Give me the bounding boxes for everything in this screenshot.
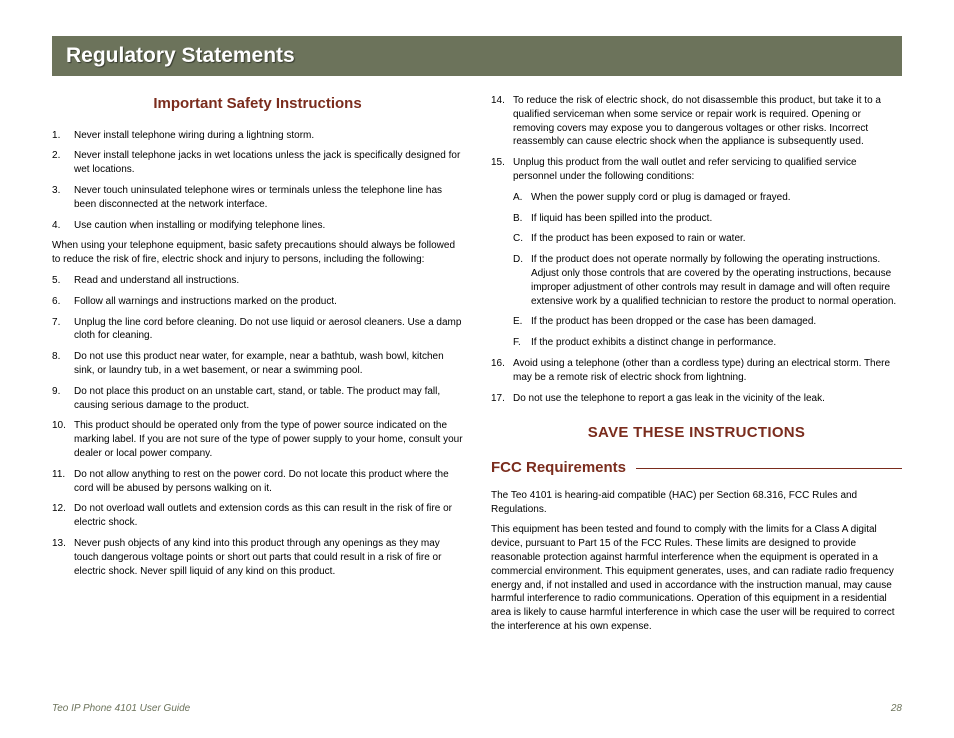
sub-list-item: When the power supply cord or plug is da…	[513, 191, 902, 205]
document-page: Regulatory Statements Important Safety I…	[0, 0, 954, 738]
list-item: Do not use the telephone to report a gas…	[491, 392, 902, 406]
fcc-heading-text: FCC Requirements	[491, 458, 626, 479]
banner-title: Regulatory Statements	[66, 44, 888, 68]
list-item: Unplug the line cord before cleaning. Do…	[52, 316, 463, 344]
sub-list-item: If the product has been dropped or the c…	[513, 315, 902, 329]
list-item: Never install telephone wiring during a …	[52, 129, 463, 143]
mid-paragraph: When using your telephone equipment, bas…	[52, 239, 463, 267]
fcc-para-2: This equipment has been tested and found…	[491, 523, 902, 633]
list-item: To reduce the risk of electric shock, do…	[491, 94, 902, 149]
list-item: Do not use this product near water, for …	[52, 350, 463, 378]
footer-page-number: 28	[891, 703, 902, 714]
fcc-heading: FCC Requirements	[491, 458, 902, 479]
list-item: Do not overload wall outlets and extensi…	[52, 502, 463, 530]
list-item: Avoid using a telephone (other than a co…	[491, 357, 902, 385]
sub-list-item: If liquid has been spilled into the prod…	[513, 212, 902, 226]
list-item-text: Unplug this product from the wall outlet…	[513, 157, 857, 182]
list-item: Never push objects of any kind into this…	[52, 537, 463, 578]
left-column: Important Safety Instructions Never inst…	[52, 94, 463, 693]
sub-list-item: If the product does not operate normally…	[513, 253, 902, 308]
list-item: This product should be operated only fro…	[52, 419, 463, 460]
safety-heading: Important Safety Instructions	[52, 94, 463, 115]
safety-list-1-4: Never install telephone wiring during a …	[52, 129, 463, 233]
footer-left: Teo IP Phone 4101 User Guide	[52, 703, 190, 714]
list-item: Read and understand all instructions.	[52, 274, 463, 288]
fcc-para-1: The Teo 4101 is hearing-aid compatible (…	[491, 489, 902, 517]
list-item-text: Avoid using a telephone (other than a co…	[513, 358, 890, 383]
list-item: Do not allow anything to rest on the pow…	[52, 468, 463, 496]
list-item: Never install telephone jacks in wet loc…	[52, 149, 463, 177]
save-heading: SAVE THESE INSTRUCTIONS	[491, 423, 902, 444]
list-item-text: Do not use the telephone to report a gas…	[513, 393, 825, 404]
sub-list-item: If the product exhibits a distinct chang…	[513, 336, 902, 350]
sub-list: When the power supply cord or plug is da…	[513, 191, 902, 350]
safety-list-14-17: To reduce the risk of electric shock, do…	[491, 94, 902, 405]
list-item: Use caution when installing or modifying…	[52, 219, 463, 233]
columns: Important Safety Instructions Never inst…	[52, 94, 902, 693]
list-item: Never touch uninsulated telephone wires …	[52, 184, 463, 212]
list-item: Unplug this product from the wall outlet…	[491, 156, 902, 350]
list-item: Follow all warnings and instructions mar…	[52, 295, 463, 309]
banner: Regulatory Statements	[52, 36, 902, 76]
list-item-text: To reduce the risk of electric shock, do…	[513, 95, 881, 147]
list-item: Do not place this product on an unstable…	[52, 385, 463, 413]
safety-list-5-13: Read and understand all instructions. Fo…	[52, 274, 463, 578]
sub-list-item: If the product has been exposed to rain …	[513, 232, 902, 246]
heading-rule	[636, 468, 902, 469]
footer: Teo IP Phone 4101 User Guide 28	[52, 703, 902, 714]
right-column: To reduce the risk of electric shock, do…	[491, 94, 902, 693]
